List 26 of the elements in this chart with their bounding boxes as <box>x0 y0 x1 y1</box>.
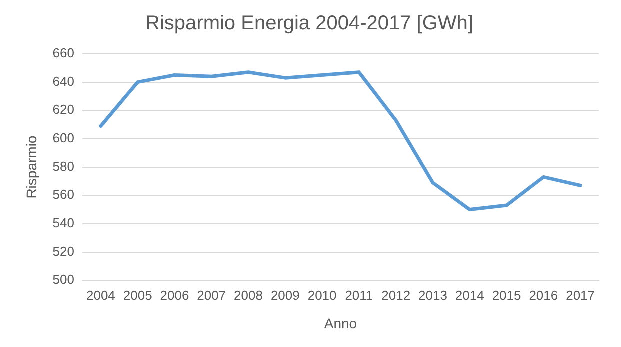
y-tick-label: 640 <box>52 74 74 89</box>
x-tick-label: 2008 <box>234 288 263 303</box>
chart-title: Risparmio Energia 2004-2017 [GWh] <box>146 12 474 35</box>
y-tick-label: 600 <box>52 130 74 146</box>
y-tick-label: 620 <box>52 102 74 118</box>
x-tick-label: 2012 <box>382 288 411 303</box>
x-tick-label: 2013 <box>418 288 448 303</box>
x-axis-title: Anno <box>324 315 358 332</box>
y-tick-label: 500 <box>52 272 74 288</box>
x-tick-label: 2009 <box>270 288 300 303</box>
y-tick-label: 560 <box>52 187 74 202</box>
y-tick-label: 520 <box>52 244 74 259</box>
x-tick-label: 2007 <box>197 288 226 303</box>
y-tick-label: 540 <box>52 216 74 231</box>
x-tick-label: 2011 <box>345 288 374 303</box>
x-tick-label: 2004 <box>86 288 116 303</box>
x-tick-label: 2017 <box>566 288 596 303</box>
x-tick-label: 2014 <box>455 288 484 303</box>
y-axis-title: Risparmio <box>23 136 40 199</box>
x-tick-label: 2016 <box>529 288 558 303</box>
y-tick-label: 660 <box>52 46 74 61</box>
y-tick-label: 580 <box>52 158 74 174</box>
x-tick-label: 2015 <box>492 288 522 303</box>
x-tick-label: 2006 <box>160 288 190 303</box>
x-tick-label: 2005 <box>123 288 152 303</box>
x-tick-label: 2010 <box>308 288 337 303</box>
